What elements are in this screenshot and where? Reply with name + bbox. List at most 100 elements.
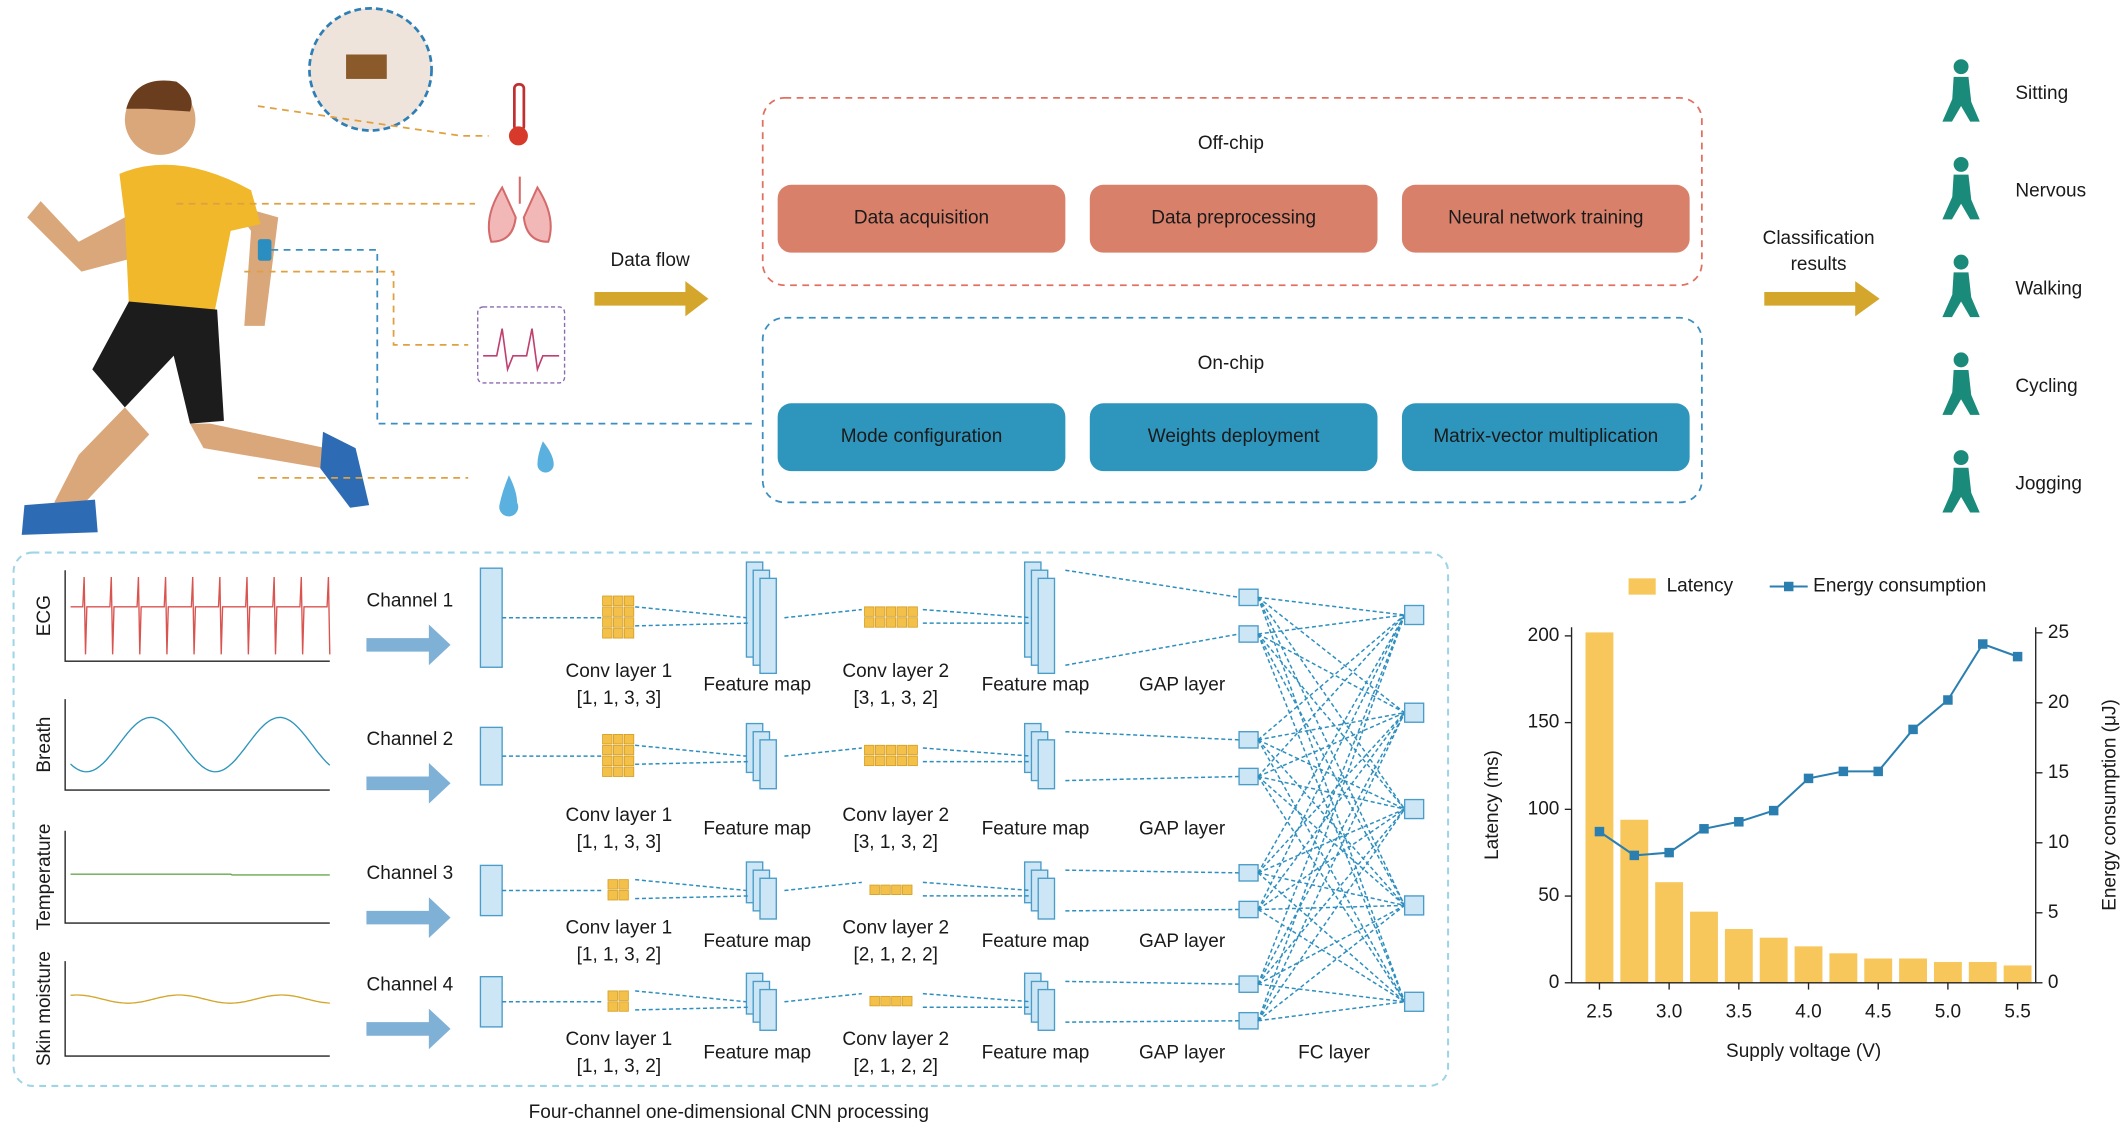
line-marker — [1768, 805, 1779, 816]
connection — [1257, 775, 1405, 810]
chart: 0 50 100 150 200 0 5 10 15 20 25 2.5 3.0 3.5 4.0 4.5 5.0… — [1482, 576, 2121, 1062]
connector-lines — [12, 97, 1703, 1087]
class-label: Jogging — [2015, 474, 2082, 495]
signal-axes — [64, 830, 330, 924]
conv1-kernel — [613, 734, 624, 745]
conv1-label: Conv layer 1 — [566, 805, 673, 826]
conv1-kernel — [623, 766, 635, 777]
fc-node — [1403, 991, 1425, 1012]
connection — [1257, 808, 1406, 911]
line-marker — [1699, 824, 1709, 834]
conv2-kernel — [869, 995, 880, 1007]
conv1-kernel — [623, 744, 635, 756]
connection — [1257, 712, 1406, 910]
connection — [1257, 775, 1406, 906]
feature-map — [759, 988, 777, 1031]
conv1-kernel — [613, 595, 624, 606]
conv1-params: [1, 1, 3, 3] — [577, 832, 662, 853]
fc-node — [1403, 895, 1425, 916]
sensor-icons — [308, 6, 566, 517]
legend-swatch — [1783, 581, 1794, 592]
step-box — [1401, 403, 1690, 472]
signal-trace — [70, 994, 330, 1004]
feature-map — [759, 739, 777, 790]
connection — [635, 1006, 750, 1011]
conv2-kernel — [891, 884, 902, 895]
off-chip-title: Off-chip — [1198, 133, 1264, 154]
conv1-kernel — [602, 766, 613, 777]
conv1-kernel — [607, 879, 618, 890]
fc-node — [1403, 604, 1425, 626]
connection — [1257, 908, 1406, 1003]
input-block — [479, 726, 503, 786]
connection — [922, 881, 1032, 892]
fc-node — [1403, 702, 1425, 723]
y2-tick-label: 10 — [2048, 832, 2069, 853]
connection — [1065, 869, 1240, 874]
conv2-kernel — [885, 744, 897, 756]
line-marker — [1873, 766, 1883, 777]
conv1-kernel — [607, 890, 618, 901]
feature-map-label: Feature map — [703, 931, 811, 952]
channel-arrow — [366, 762, 451, 804]
conv2-kernel — [896, 755, 907, 767]
conv1-label: Conv layer 1 — [566, 918, 673, 939]
data-flow-label: Data flow — [610, 250, 689, 271]
flow-arrows — [594, 281, 1880, 317]
icon-head — [1953, 352, 1969, 368]
y2-tick-label: 0 — [2048, 972, 2059, 993]
gap-node — [1238, 588, 1259, 607]
class-label: Walking — [2015, 278, 2082, 299]
connection — [1257, 597, 1406, 1003]
classification-label: Classification — [1763, 228, 1875, 249]
feature-map-label: Feature map — [982, 1042, 1090, 1063]
conv1-kernel — [623, 755, 635, 767]
axis-frame — [1570, 627, 2037, 984]
bar — [2003, 965, 2032, 983]
class-label: Cycling — [2015, 376, 2077, 397]
signal-trace — [70, 576, 331, 655]
connection — [1257, 712, 1406, 985]
line-marker — [1594, 826, 1605, 837]
connection — [1257, 872, 1405, 907]
conv1-kernel — [618, 1001, 629, 1012]
conv2-kernel — [880, 995, 891, 1007]
gap-node — [1238, 731, 1259, 749]
connection — [635, 744, 747, 757]
conv2-label: Conv layer 2 — [842, 918, 949, 939]
gap-node — [1238, 1011, 1259, 1030]
conv2-kernel — [907, 617, 918, 628]
conv2-kernel — [907, 744, 918, 756]
connection — [1065, 1020, 1240, 1023]
connection — [1065, 980, 1240, 985]
y-tick-label: 100 — [1528, 798, 1560, 819]
connection — [784, 747, 862, 757]
connection — [1065, 569, 1240, 599]
bar — [1899, 958, 1927, 983]
feature-map-label: Feature map — [703, 818, 811, 839]
connection — [1257, 614, 1406, 778]
conv1-kernel — [623, 606, 635, 617]
gap-label: GAP layer — [1139, 675, 1226, 696]
connection — [1065, 908, 1240, 912]
conv2-kernel — [874, 606, 886, 617]
conv2-kernel — [880, 884, 891, 895]
conv1-kernel — [618, 990, 629, 1001]
connection — [1257, 597, 1406, 906]
signal-label: Breath — [34, 717, 55, 773]
icon-body — [1942, 76, 1980, 122]
conv1-kernel — [613, 617, 624, 628]
conv2-kernel — [874, 744, 886, 756]
class-icon — [1942, 352, 1980, 415]
conv2-kernel — [902, 995, 913, 1007]
conv2-kernel — [869, 884, 880, 895]
class-icon — [1942, 254, 1980, 318]
y-axis-label: Latency (ms) — [1482, 750, 1503, 860]
icon-head — [1953, 59, 1969, 75]
channel-arrow — [366, 1008, 451, 1050]
conv2-kernel — [885, 755, 897, 767]
connection — [784, 992, 862, 1003]
conv2-kernel — [864, 744, 875, 756]
input-block — [479, 864, 503, 917]
conv1-label: Conv layer 1 — [566, 1029, 673, 1050]
